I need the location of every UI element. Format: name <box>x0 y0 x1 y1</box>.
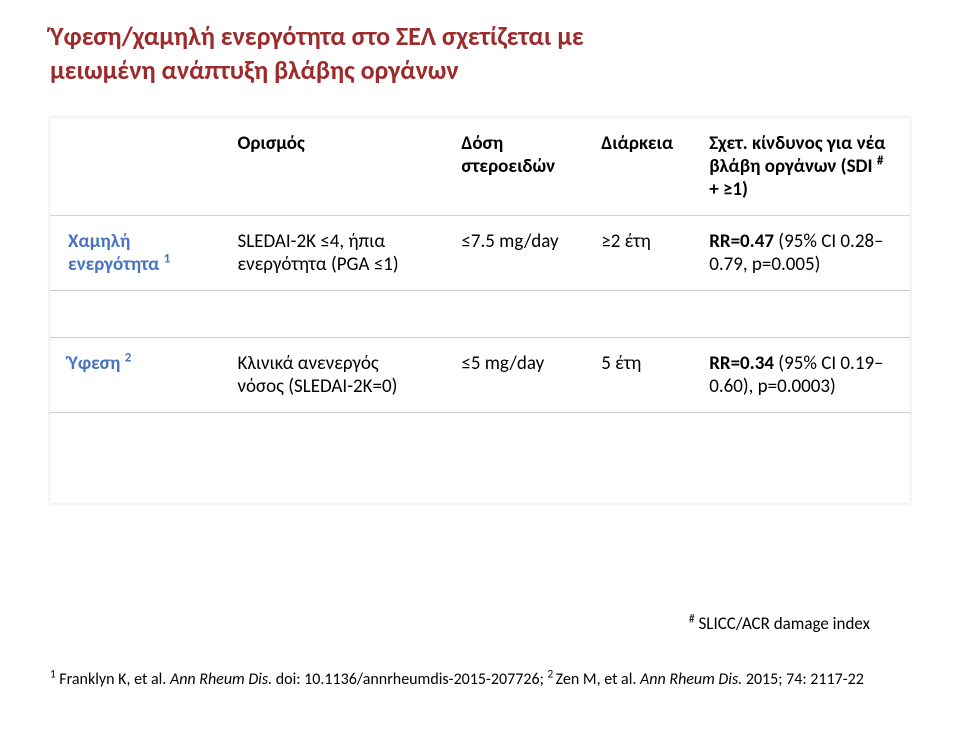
row2-risk-strong: RR=0.34 <box>709 352 774 375</box>
footnote-index-text: SLICC/ACR damage index <box>695 613 870 634</box>
row1-risk-strong: RR=0.47 <box>709 230 774 253</box>
header-dose: Δόση στεροειδών <box>443 118 583 215</box>
data-table: Ορισμός Δόση στεροειδών Διάρκεια Σχετ. κ… <box>50 118 910 503</box>
header-risk-sup: # <box>877 151 884 168</box>
title-line-1: Ύφεση/χαμηλή ενεργότητα στο ΣΕΛ σχετίζετ… <box>50 20 584 52</box>
ref2-sup: 2 <box>547 667 555 681</box>
row2-term: Ύφεση 2 <box>50 338 220 412</box>
header-risk: Σχετ. κίνδυνος για νέα βλάβη οργάνων (SD… <box>691 118 910 215</box>
footnote-damage-index: # SLICC/ACR damage index <box>40 613 870 634</box>
row1-term-sup: 1 <box>164 249 171 266</box>
gap-row <box>50 291 910 337</box>
row1-risk: RR=0.47 (95% CI 0.28–0.79, p=0.005) <box>691 216 910 290</box>
row2-dose: ≤5 mg/day <box>443 338 583 412</box>
references: 1 Franklyn K, et al. Ann Rheum Dis. doi:… <box>50 670 910 689</box>
title-line-2: μειωμένη ανάπτυξη βλάβης οργάνων <box>50 54 459 86</box>
header-definition: Ορισμός <box>220 118 444 215</box>
row1-definition: SLEDAI-2K ≤4, ήπια ενεργότητα (PGA ≤1) <box>220 216 444 290</box>
row1-term: Χαμηλή ενεργότητα 1 <box>50 216 220 290</box>
header-blank <box>50 118 220 215</box>
header-risk-label: Σχετ. κίνδυνος για νέα βλάβη οργάνων (SD… <box>709 132 885 178</box>
table-header-row: Ορισμός Δόση στεροειδών Διάρκεια Σχετ. κ… <box>50 118 910 215</box>
row2-duration: 5 έτη <box>583 338 691 412</box>
ref1-italic: Ann Rheum Dis. <box>170 670 272 689</box>
ref2-italic: Ann Rheum Dis. <box>640 670 742 689</box>
header-duration: Διάρκεια <box>583 118 691 215</box>
bottom-row <box>50 413 910 503</box>
row2-risk: RR=0.34 (95% CI 0.19–0.60), p=0.0003) <box>691 338 910 412</box>
slide-page: Ύφεση/χαμηλή ενεργότητα στο ΣΕΛ σχετίζετ… <box>0 0 960 745</box>
ref2-a: Zen M, et al. <box>556 670 640 689</box>
ref1-a: Franklyn K, et al. <box>56 670 170 689</box>
row2-definition: Κλινικά ανενεργός νόσος (SLEDAI-2K=0) <box>220 338 444 412</box>
table-row: Χαμηλή ενεργότητα 1 SLEDAI-2K ≤4, ήπια ε… <box>50 216 910 290</box>
row2-term-sup: 2 <box>125 348 132 365</box>
header-risk-tail: + ≥1) <box>709 178 748 201</box>
ref2-b: 2015; 74: 2117-22 <box>742 670 864 689</box>
slide-title: Ύφεση/χαμηλή ενεργότητα στο ΣΕΛ σχετίζετ… <box>50 20 910 88</box>
row1-duration: ≥2 έτη <box>583 216 691 290</box>
row1-dose: ≤7.5 mg/day <box>443 216 583 290</box>
ref1-b: doi: 10.1136/annrheumdis-2015-207726; <box>272 670 547 689</box>
table-row: Ύφεση 2 Κλινικά ανενεργός νόσος (SLEDAI-… <box>50 338 910 412</box>
row2-term-text: Ύφεση <box>68 352 125 375</box>
row1-term-text: Χαμηλή ενεργότητα <box>68 230 164 276</box>
